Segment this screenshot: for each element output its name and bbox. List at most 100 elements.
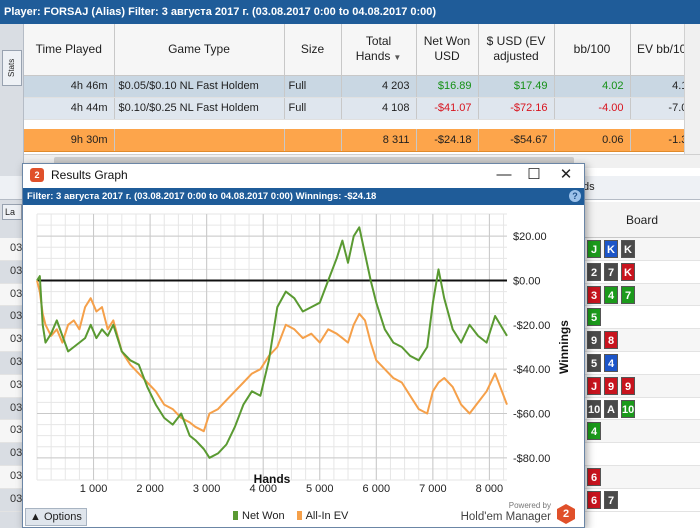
legend-label: Net Won [242, 510, 285, 522]
chart-legend: Net Won All-In EV [233, 510, 348, 522]
tab-hands[interactable]: ds [583, 181, 595, 193]
window-title: Results Graph [51, 168, 128, 182]
x-tick-label: 4 000 [249, 483, 277, 495]
table-spacer [24, 119, 700, 129]
options-button[interactable]: ▲ Options [25, 508, 87, 526]
results-chart: 1 000 2 000 3 000 4 000 5 000 6 000 7 000 8 000… [36, 213, 571, 495]
hand-date: 03 [10, 378, 23, 391]
legend-swatch [233, 511, 238, 520]
x-tick-label: 3 000 [193, 483, 221, 495]
hand-date: 03 [10, 469, 23, 482]
hand-date: 03 [10, 264, 23, 277]
minimize-button[interactable]: — [496, 166, 512, 183]
column-header-time-played[interactable]: Time Played [24, 24, 115, 76]
column-header-ev-adjusted[interactable]: $ USD (EV adjusted [478, 24, 555, 76]
column-header-game-type[interactable]: Game Type [114, 24, 285, 76]
cell-time-played: 4h 44m [24, 97, 115, 120]
tab-la[interactable]: La [2, 204, 22, 220]
window-titlebar[interactable]: 2 Results Graph — ☐ ✕ [23, 164, 584, 188]
board-cards: 6 [587, 467, 601, 486]
y-axis-label: Winnings [557, 320, 571, 374]
x-tick-label: 5 000 [306, 483, 334, 495]
cell-game-type: $0.05/$0.10 NL Fast Holdem [114, 75, 285, 98]
column-header-size[interactable]: Size [284, 24, 342, 76]
y-tick-label: $0.00 [513, 276, 541, 288]
playing-card: 4 [587, 422, 601, 441]
legend-swatch [296, 511, 302, 520]
total-size [284, 129, 342, 152]
playing-card: 9 [621, 376, 635, 395]
graph-filter-bar: Filter: 3 августа 2017 г. (03.08.2017 0:… [23, 188, 584, 205]
playing-card: 10 [621, 399, 635, 418]
total-game-type [114, 129, 285, 152]
total-net-won: -$24.18 [416, 129, 479, 152]
brand-logo-icon: 2 [557, 504, 575, 524]
app-logo-icon: 2 [30, 168, 44, 182]
player-filter-bar: Player: FORSAJ (Alias) Filter: 3 августа… [0, 0, 700, 24]
y-tick-label: -$60.00 [513, 409, 550, 421]
x-tick-label: 2 000 [136, 483, 164, 495]
graph-footer: ▲ Options Net Won All-In EV Powered by H… [23, 501, 584, 527]
brand-name: Hold'em Manager [460, 511, 551, 523]
totals-row: 9h 30m 8 311 -$24.18 -$54.67 0.06 -1.37 [24, 129, 700, 152]
cell-net-won: -$41.07 [416, 97, 479, 120]
scrollbar-thumb[interactable] [54, 157, 574, 166]
playing-card: 7 [604, 262, 618, 281]
playing-card: K [621, 262, 635, 281]
playing-card: J [587, 376, 601, 395]
x-tick-label: 7 000 [419, 483, 447, 495]
playing-card: 10 [587, 399, 601, 418]
cell-ev-adjusted: -$72.16 [478, 97, 555, 120]
stats-vertical-scrollbar[interactable] [684, 24, 700, 154]
table-row[interactable]: 4h 44m $0.10/$0.25 NL Fast Holdem Full 4… [24, 97, 700, 120]
playing-card: 7 [604, 490, 618, 509]
table-row[interactable]: 4h 46m $0.05/$0.10 NL Fast Holdem Full 4… [24, 75, 700, 98]
tab-stats[interactable]: Stats [2, 50, 22, 86]
column-header-board[interactable]: Board [583, 202, 700, 238]
cell-net-won: $16.89 [416, 75, 479, 98]
playing-card: 6 [587, 467, 601, 486]
playing-card: 3 [587, 285, 601, 304]
brand-powered-text: Powered by [508, 501, 551, 510]
help-icon[interactable]: ? [569, 190, 581, 202]
column-header-total-hands-label: Total Hands [355, 33, 392, 63]
sort-descending-icon: ▼ [393, 52, 402, 62]
playing-card: A [604, 399, 618, 418]
y-tick-label: -$40.00 [513, 364, 550, 376]
legend-item-all-in-ev[interactable]: All-In EV [296, 510, 349, 522]
x-tick-label: 6 000 [363, 483, 391, 495]
close-button[interactable]: ✕ [559, 166, 573, 183]
column-header-total-hands[interactable]: Total Hands ▼ [341, 24, 417, 76]
y-tick-label: $20.00 [513, 231, 547, 243]
total-ev-adjusted: -$54.67 [478, 129, 555, 152]
playing-card: 6 [587, 490, 601, 509]
legend-label: All-In EV [305, 510, 349, 522]
hand-date: 03 [10, 310, 23, 323]
playing-card: J [587, 240, 601, 258]
column-header-net-won[interactable]: Net Won USD [416, 24, 479, 76]
y-tick-label: -$20.00 [513, 320, 550, 332]
x-tick-label: 1 000 [80, 483, 108, 495]
results-graph-window: 2 Results Graph — ☐ ✕ Filter: 3 августа … [22, 163, 585, 528]
legend-item-net-won[interactable]: Net Won [233, 510, 285, 522]
cell-ev-bb100: 4.16 [630, 75, 700, 98]
cell-bb100: 4.02 [554, 75, 631, 98]
maximize-button[interactable]: ☐ [527, 166, 541, 183]
board-cards: 4 [587, 422, 601, 441]
playing-card: 4 [604, 353, 618, 372]
column-header-bb100[interactable]: bb/100 [554, 24, 631, 76]
board-cards: 5 [587, 308, 601, 327]
playing-card: K [621, 240, 635, 258]
hand-date: 03 [10, 333, 23, 346]
cell-ev-adjusted: $17.49 [478, 75, 555, 98]
cell-size: Full [284, 97, 342, 120]
cell-game-type: $0.10/$0.25 NL Fast Holdem [114, 97, 285, 120]
cell-time-played: 4h 46m [24, 75, 115, 98]
stats-table: Time Played Game Type Size Total Hands ▼ … [24, 24, 700, 152]
cell-bb100: -4.00 [554, 97, 631, 120]
